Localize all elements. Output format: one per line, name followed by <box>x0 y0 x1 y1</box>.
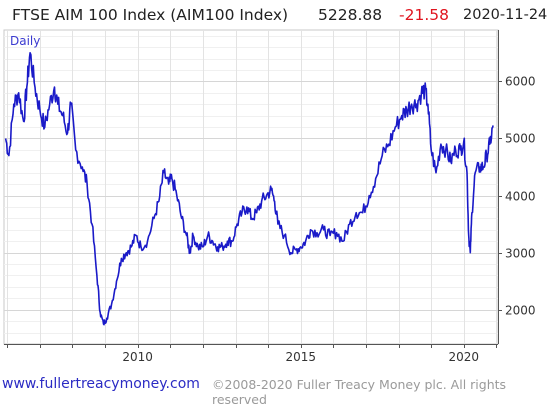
y-tick-label: 4000 <box>505 190 536 204</box>
y-tick-label: 2000 <box>505 304 536 318</box>
index-name: FTSE AIM 100 Index (AIM100 Index) <box>12 6 289 24</box>
last-price: 5228.88 <box>318 6 383 24</box>
x-tick-label: 2020 <box>448 350 479 364</box>
plot-area <box>3 29 499 345</box>
x-tick-label: 2010 <box>122 350 153 364</box>
y-tick-label: 6000 <box>505 75 536 89</box>
price-change: -21.58 <box>399 6 449 24</box>
price-date: 2020-11-24 <box>463 7 548 23</box>
y-tick-label: 5000 <box>505 132 536 146</box>
footer: www.fullertreacymoney.com ©2008-2020 Ful… <box>0 376 550 407</box>
chart-header: FTSE AIM 100 Index (AIM100 Index) 5228.8… <box>0 0 550 30</box>
price-line <box>4 52 494 326</box>
y-tick-label: 3000 <box>505 247 536 261</box>
copyright-notice: ©2008-2020 Fuller Treacy Money plc. All … <box>212 377 507 407</box>
website-link[interactable]: www.fullertreacymoney.com <box>2 376 200 392</box>
period-label: Daily <box>10 34 40 48</box>
x-tick-label: 2015 <box>285 350 316 364</box>
